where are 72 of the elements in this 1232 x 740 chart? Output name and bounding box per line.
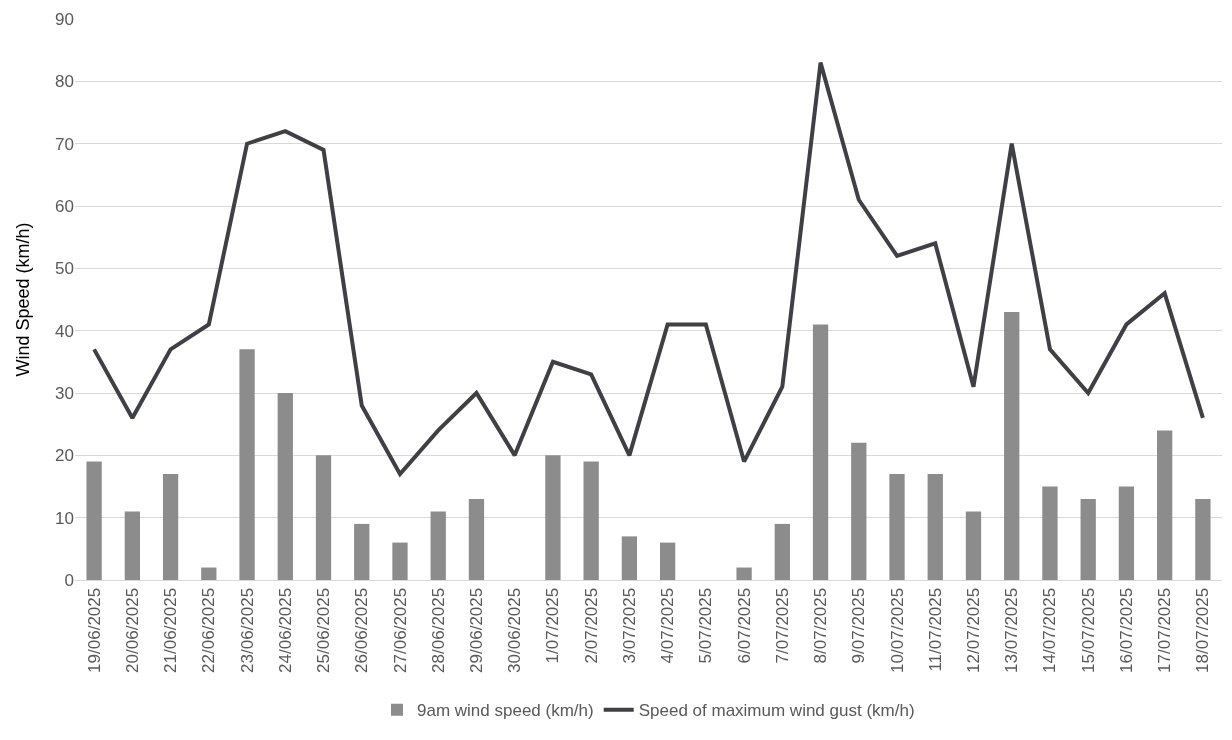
bar <box>1195 498 1211 580</box>
x-tick-label: 23/06/2025 <box>237 587 257 673</box>
bar <box>889 474 905 580</box>
legend-label: 9am wind speed (km/h) <box>417 701 594 721</box>
bar <box>621 536 638 580</box>
bar <box>315 455 332 580</box>
bar <box>774 523 790 580</box>
x-tick-label: 10/07/2025 <box>887 587 907 673</box>
x-tick-label: 24/06/2025 <box>275 587 295 673</box>
bar <box>239 349 255 580</box>
bar <box>1118 486 1135 580</box>
bar <box>392 542 408 580</box>
x-tick-label: 17/07/2025 <box>1155 587 1175 673</box>
x-tick-label: 5/07/2025 <box>696 587 716 664</box>
y-tick-label: 50 <box>55 259 74 279</box>
bar <box>1004 311 1020 580</box>
bar <box>545 455 561 580</box>
bar <box>583 461 599 580</box>
y-tick-label: 0 <box>64 570 74 590</box>
x-tick-label: 9/07/2025 <box>849 587 869 664</box>
y-tick-label: 40 <box>55 321 74 341</box>
bar <box>1157 430 1173 580</box>
legend-label: Speed of maximum wind gust (km/h) <box>638 701 915 721</box>
x-tick-label: 4/07/2025 <box>658 587 678 664</box>
bar <box>354 523 370 580</box>
x-tick-label: 8/07/2025 <box>811 587 831 664</box>
line-series <box>92 60 1205 477</box>
x-tick-label: 27/06/2025 <box>390 587 410 673</box>
x-tick-label: 7/07/2025 <box>772 587 792 664</box>
x-tick-label: 28/06/2025 <box>428 587 448 673</box>
y-tick-label: 90 <box>55 9 74 29</box>
x-tick-label: 13/07/2025 <box>1002 587 1022 673</box>
x-tick-label: 25/06/2025 <box>314 587 334 673</box>
bar <box>201 567 217 580</box>
x-tick-label: 14/07/2025 <box>1040 587 1060 673</box>
bar <box>812 324 829 580</box>
y-tick-label: 20 <box>55 446 74 466</box>
bar <box>927 474 943 580</box>
x-tick-label: 16/07/2025 <box>1116 587 1136 673</box>
bar <box>1042 486 1058 580</box>
x-tick-label: 3/07/2025 <box>619 587 639 664</box>
bar <box>86 461 102 580</box>
bar <box>162 474 179 580</box>
y-tick-label: 80 <box>55 72 74 92</box>
y-tick-label: 10 <box>55 508 74 528</box>
bar <box>851 442 867 580</box>
x-tick-label: 29/06/2025 <box>466 587 486 673</box>
x-tick-label: 2/07/2025 <box>581 587 601 664</box>
x-tick-label: 21/06/2025 <box>161 587 181 673</box>
x-tick-label: 12/07/2025 <box>964 587 984 673</box>
y-axis-title: Wind Speed (km/h) <box>13 222 33 377</box>
x-tick-label: 30/06/2025 <box>505 587 525 673</box>
x-tick-label: 19/06/2025 <box>84 587 104 673</box>
y-tick-label: 70 <box>55 134 74 154</box>
x-tick-label: 11/07/2025 <box>925 587 945 672</box>
bar <box>736 567 752 580</box>
x-tick-label: 26/06/2025 <box>352 587 372 673</box>
x-tick-label: 1/07/2025 <box>543 587 563 664</box>
y-tick-label: 30 <box>55 383 74 403</box>
bar <box>124 511 140 580</box>
x-tick-label: 20/06/2025 <box>122 587 142 673</box>
y-tick-label: 60 <box>55 196 74 216</box>
x-tick-label: 18/07/2025 <box>1193 587 1213 673</box>
bar <box>468 498 485 580</box>
bar <box>1080 498 1096 580</box>
bar <box>430 511 446 580</box>
bar <box>659 542 676 580</box>
x-tick-label: 6/07/2025 <box>734 587 754 664</box>
x-tick-label: 22/06/2025 <box>199 587 219 673</box>
x-tick-label: 15/07/2025 <box>1078 587 1098 673</box>
bar <box>277 393 293 580</box>
bar <box>965 511 982 580</box>
